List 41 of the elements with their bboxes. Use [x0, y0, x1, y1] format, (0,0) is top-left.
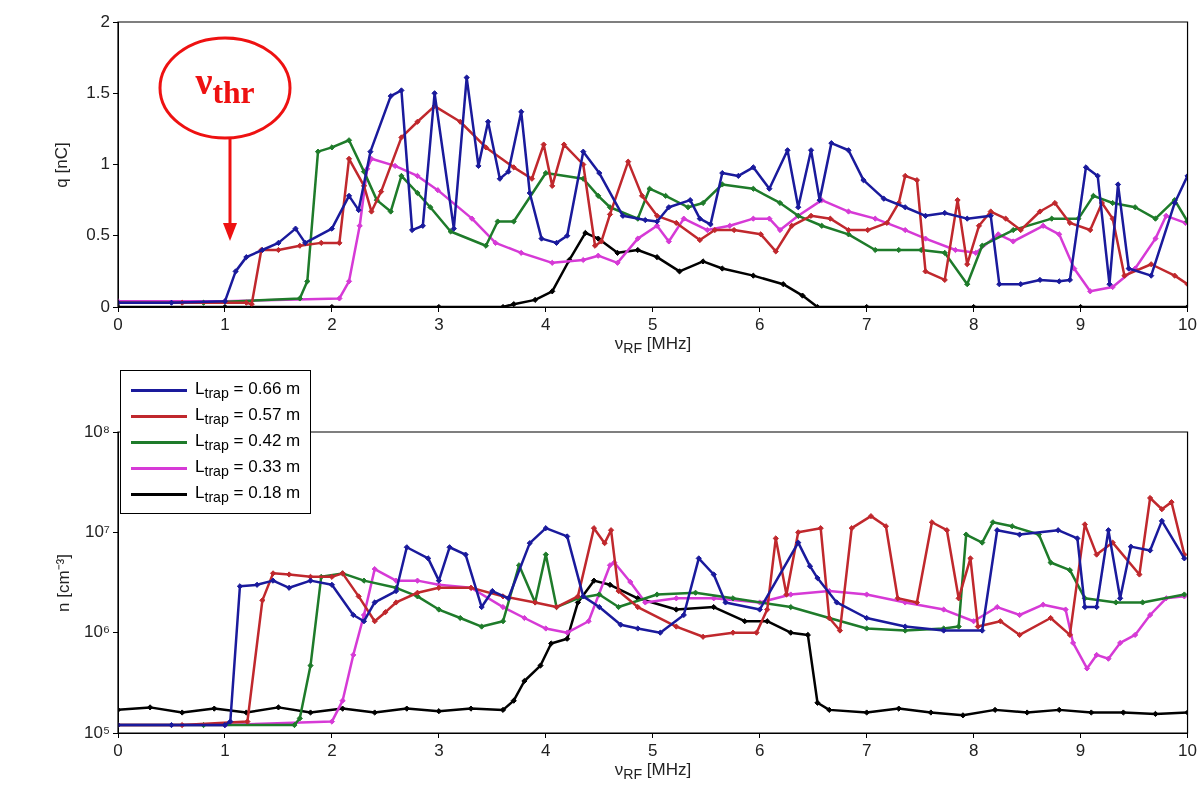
x-tick-label: 8 [968, 314, 979, 334]
x-axis-title: ν$_{RF}$ [MHz] [614, 334, 692, 357]
x-tick-label: 5 [648, 314, 658, 334]
x-tick-label: 6 [754, 314, 765, 334]
x-tick-label: 5 [648, 740, 658, 760]
y-tick-label: 10⁶ [84, 622, 110, 642]
legend-label: L$_{trap}$ = 0.33 m [195, 456, 301, 480]
y-tick-label: 10⁸ [83, 421, 110, 441]
x-tick-label: 9 [1075, 740, 1086, 760]
legend-label: L$_{trap}$ = 0.66 m [195, 378, 301, 402]
x-tick-label: 7 [861, 740, 872, 760]
y-tick-label: 1 [100, 154, 110, 174]
y-axis-title: n [cm⁻³] [52, 553, 74, 612]
x-tick-label: 10 [1178, 314, 1198, 334]
x-tick-label: 3 [434, 740, 444, 760]
x-tick-label: 9 [1075, 314, 1086, 334]
y-tick-label: 0 [100, 296, 110, 316]
legend-label: L$_{trap}$ = 0.57 m [195, 404, 301, 428]
x-tick-label: 6 [754, 740, 765, 760]
legend-label: L$_{trap}$ = 0.18 m [195, 482, 301, 506]
x-tick-label: 1 [220, 740, 230, 760]
x-tick-label: 1 [220, 314, 230, 334]
x-tick-label: 0 [113, 314, 123, 334]
x-axis-title: ν$_{RF}$ [MHz] [614, 760, 692, 783]
x-tick-label: 7 [861, 314, 872, 334]
y-tick-label: 10⁷ [84, 522, 110, 542]
y-tick-label: 10⁵ [84, 722, 110, 742]
y-tick-label: 1.5 [86, 82, 110, 102]
y-tick-label: 2 [100, 11, 110, 31]
annotation: ν$_{thr}$ [195, 59, 255, 111]
x-tick-label: 10 [1178, 740, 1198, 760]
x-tick-label: 3 [434, 314, 444, 334]
x-tick-label: 4 [541, 740, 551, 760]
x-tick-label: 2 [327, 314, 337, 334]
x-tick-label: 4 [541, 314, 551, 334]
x-tick-label: 8 [968, 740, 979, 760]
x-tick-label: 2 [327, 740, 337, 760]
legend-label: L$_{trap}$ = 0.42 m [195, 430, 301, 454]
y-tick-label: 0.5 [86, 225, 110, 245]
y-axis-title: q [nC] [52, 141, 72, 188]
x-tick-label: 0 [113, 740, 123, 760]
